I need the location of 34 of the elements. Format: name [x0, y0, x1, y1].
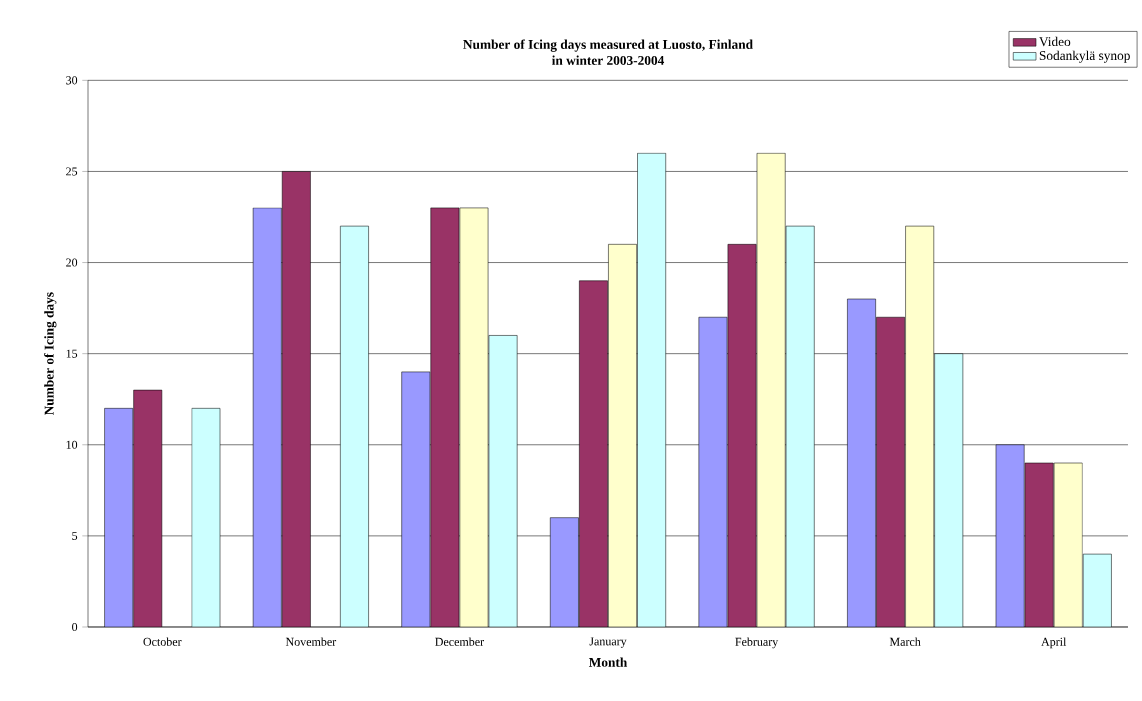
x-tick-label: November — [285, 637, 337, 646]
chart-title: Number of Icing days measured at Luosto, Finland — [463, 39, 753, 52]
bar — [430, 207, 460, 627]
legend-label: Sodankylä synop — [1039, 50, 1130, 63]
bar — [876, 316, 905, 627]
bar — [281, 171, 311, 627]
bar — [698, 316, 728, 627]
bar — [133, 389, 163, 627]
x-tick-label: January — [589, 637, 627, 648]
bar — [847, 298, 876, 627]
x-tick-label: February — [735, 637, 779, 649]
x-tick-label: April — [1041, 637, 1067, 649]
chart-subtitle: in winter 2003-2004 — [552, 55, 665, 65]
x-axis-title: Month — [588, 657, 628, 667]
y-tick-label: 20 — [66, 258, 78, 267]
y-tick-label: 10 — [66, 440, 78, 449]
x-tick-label: December — [435, 637, 484, 646]
y-axis-title: Number of Icing days — [44, 292, 57, 416]
y-tick-label: 30 — [66, 76, 78, 85]
bar — [401, 371, 431, 627]
x-tick-label: March — [889, 637, 921, 646]
bar — [995, 444, 1025, 627]
bar — [579, 280, 608, 627]
y-tick-label: 0 — [72, 622, 78, 632]
x-tick-label: October — [143, 637, 182, 646]
y-tick-label: 5 — [72, 531, 78, 540]
bar — [727, 244, 757, 627]
bar — [252, 207, 282, 627]
bar — [104, 408, 134, 627]
y-tick-label: 15 — [66, 349, 78, 358]
legend-label: Video — [1039, 36, 1071, 47]
bar — [1024, 462, 1054, 627]
y-tick-label: 25 — [66, 167, 78, 176]
bar — [550, 517, 579, 627]
